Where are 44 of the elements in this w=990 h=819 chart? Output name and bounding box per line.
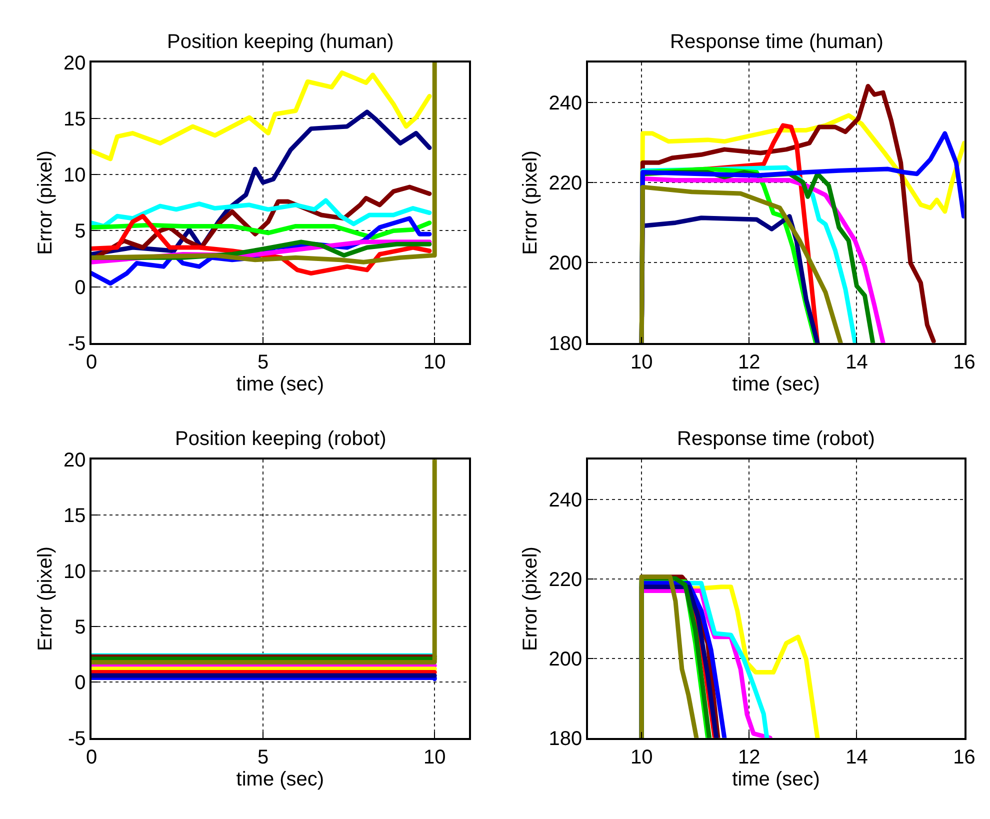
y-tick-label: 180 bbox=[548, 332, 582, 355]
y-tick-label: -5 bbox=[68, 332, 86, 355]
x-tick-label: 5 bbox=[257, 352, 269, 374]
y-tick-label: 0 bbox=[74, 276, 86, 299]
y-tick-label: -5 bbox=[68, 728, 86, 750]
y-tick-label: 20 bbox=[64, 52, 86, 75]
y-tick-label: 240 bbox=[548, 92, 582, 115]
chart-title: Position keeping (robot) bbox=[175, 428, 386, 450]
x-tick-label: 10 bbox=[423, 352, 446, 374]
x-tick-label: 12 bbox=[738, 746, 760, 769]
y-axis-title: Error (pixel) bbox=[34, 546, 57, 651]
y-tick-label: 220 bbox=[548, 568, 582, 591]
x-tick-label: 10 bbox=[423, 746, 446, 769]
y-tick-label: 200 bbox=[548, 648, 582, 670]
y-tick-label: 15 bbox=[64, 505, 86, 528]
x-axis-title: time (sec) bbox=[236, 374, 324, 396]
x-axis-title: time (sec) bbox=[732, 768, 820, 791]
chart-title: Response time (human) bbox=[670, 31, 884, 53]
y-tick-label: 15 bbox=[64, 108, 86, 131]
x-axis-title: time (sec) bbox=[732, 374, 820, 396]
y-axis-title: Error (pixel) bbox=[520, 150, 542, 255]
y-tick-label: 20 bbox=[64, 450, 86, 472]
x-tick-label: 12 bbox=[738, 352, 760, 374]
chart-title: Position keeping (human) bbox=[167, 31, 394, 53]
y-tick-label: 200 bbox=[548, 252, 582, 275]
x-tick-label: 14 bbox=[846, 746, 868, 769]
y-tick-label: 220 bbox=[548, 172, 582, 195]
x-tick-label: 14 bbox=[846, 352, 868, 374]
x-tick-label: 5 bbox=[257, 746, 269, 769]
y-tick-label: 240 bbox=[548, 489, 582, 512]
y-tick-label: 5 bbox=[74, 616, 86, 639]
y-axis-title: Error (pixel) bbox=[34, 150, 57, 255]
y-tick-label: 10 bbox=[64, 560, 86, 583]
x-tick-label: 10 bbox=[630, 746, 653, 769]
y-axis-title: Error (pixel) bbox=[520, 546, 542, 651]
x-tick-label: 16 bbox=[953, 352, 976, 374]
y-tick-label: 5 bbox=[74, 220, 86, 243]
y-tick-label: 0 bbox=[74, 672, 86, 694]
y-tick-label: 180 bbox=[548, 728, 582, 750]
x-axis-title: time (sec) bbox=[236, 768, 324, 791]
x-tick-label: 10 bbox=[630, 352, 653, 374]
x-tick-label: 16 bbox=[953, 746, 976, 769]
y-tick-label: 10 bbox=[64, 164, 86, 187]
chart-title: Response time (robot) bbox=[677, 428, 875, 450]
